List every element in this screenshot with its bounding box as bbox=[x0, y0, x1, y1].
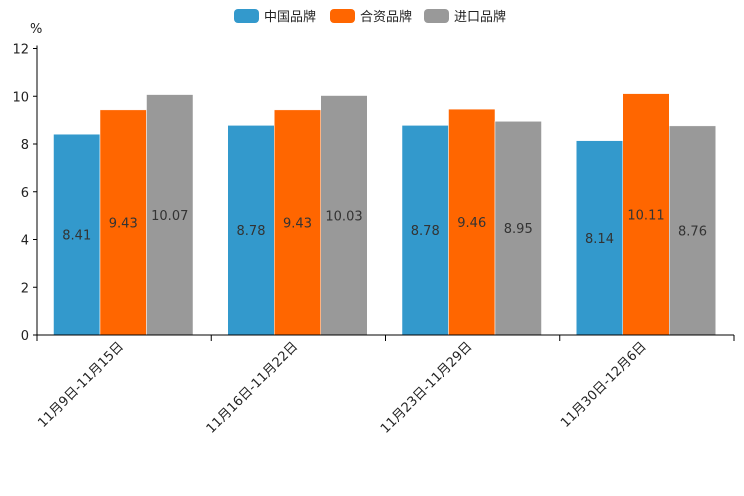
bar bbox=[53, 133, 101, 336]
legend: 中国品牌 合资品牌 进口品牌 bbox=[234, 9, 506, 25]
bar-value-label: 8.78 bbox=[237, 224, 266, 239]
y-tick-label: 10 bbox=[12, 90, 29, 105]
bar bbox=[401, 125, 449, 336]
bar-value-label: 8.78 bbox=[411, 224, 440, 239]
legend-swatch bbox=[424, 9, 449, 23]
bar bbox=[622, 93, 670, 336]
bar-value-label: 8.95 bbox=[504, 222, 533, 237]
y-axis: 0 2 4 6 8 10 12 bbox=[12, 43, 38, 344]
bar bbox=[448, 108, 496, 336]
bar bbox=[320, 95, 368, 336]
y-tick-label: 12 bbox=[12, 43, 29, 58]
y-tick-label: 2 bbox=[21, 281, 29, 296]
bar-value-label: 10.11 bbox=[627, 208, 664, 223]
bar-value-label: 8.76 bbox=[678, 224, 707, 239]
legend-label: 中国品牌 bbox=[264, 9, 316, 25]
legend-swatch bbox=[234, 9, 259, 23]
legend-label: 进口品牌 bbox=[454, 9, 506, 25]
x-tick-label: 11月30日-12月6日 bbox=[558, 339, 650, 431]
y-tick-label: 8 bbox=[21, 138, 29, 153]
x-tick-label: 11月16日-11月22日 bbox=[204, 339, 301, 436]
legend-label: 合资品牌 bbox=[360, 9, 412, 25]
bar-value-label: 9.43 bbox=[109, 216, 138, 231]
bar bbox=[146, 94, 194, 336]
legend-swatch bbox=[330, 9, 355, 23]
y-axis-unit: % bbox=[30, 22, 42, 37]
bar-value-label: 8.14 bbox=[585, 232, 614, 247]
bar-value-label: 8.41 bbox=[62, 229, 91, 244]
bar bbox=[99, 109, 147, 336]
bar-value-label: 9.43 bbox=[283, 216, 312, 231]
x-tick-label: 11月23日-11月29日 bbox=[378, 339, 475, 436]
x-tick-label: 11月9日-11月15日 bbox=[35, 339, 127, 431]
y-tick-label: 4 bbox=[21, 234, 29, 249]
bar-value-label: 9.46 bbox=[457, 216, 486, 231]
x-axis: 11月9日-11月15日 11月16日-11月22日 11月23日-11月29日 11… bbox=[35, 334, 735, 437]
bar-value-label: 10.03 bbox=[325, 209, 362, 224]
bar-value-label: 10.07 bbox=[151, 209, 188, 224]
y-tick-label: 0 bbox=[21, 329, 29, 344]
bar bbox=[669, 125, 716, 336]
y-tick-label: 6 bbox=[21, 186, 29, 201]
bars: 8.41 9.43 10.07 8.78 9.43 10.03 8.78 9.46 8.95 8.… bbox=[53, 93, 716, 336]
